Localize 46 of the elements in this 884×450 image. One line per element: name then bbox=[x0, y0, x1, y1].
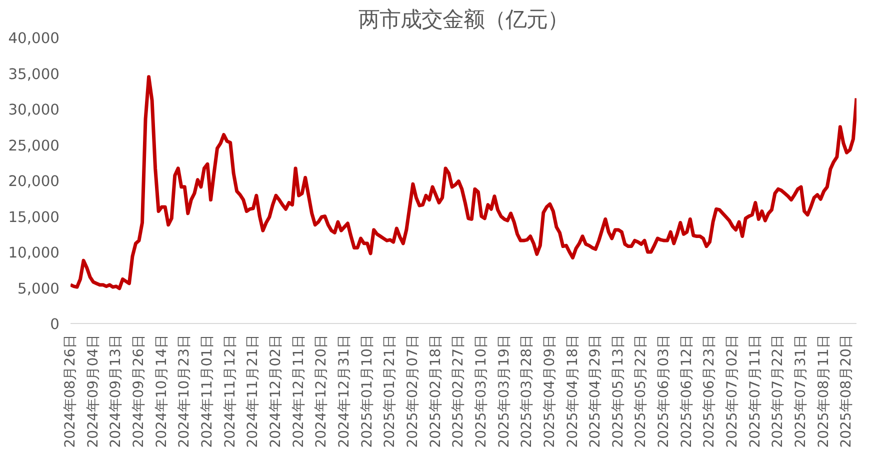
x-tick-label: 2025年05月22日 bbox=[633, 334, 650, 448]
chart-title: 两市成交金额（亿元） bbox=[358, 8, 568, 32]
x-tick-label: 2025年07月02日 bbox=[724, 334, 741, 448]
y-tick-label: 10,000 bbox=[8, 244, 60, 262]
y-tick-label: 40,000 bbox=[8, 30, 60, 47]
y-tick-label: 15,000 bbox=[8, 208, 60, 226]
x-tick-label: 2024年10月14日 bbox=[154, 334, 170, 448]
line-series bbox=[70, 75, 856, 290]
x-tick-label: 2025年02月27日 bbox=[450, 334, 467, 448]
x-tick-label: 2024年11月12日 bbox=[222, 334, 238, 448]
x-tick-label: 2025年07月22日 bbox=[770, 334, 786, 448]
x-tick-label: 2025年03月10日 bbox=[473, 334, 490, 448]
x-tick-label: 2025年06月12日 bbox=[678, 334, 695, 448]
x-tick-label: 2024年09月04日 bbox=[85, 334, 102, 448]
x-tick-label: 2024年11月01日 bbox=[199, 334, 216, 448]
x-tick-label: 2024年12月02日 bbox=[268, 334, 284, 448]
x-tick-label: 2025年05月13日 bbox=[610, 334, 626, 448]
x-tick-label: 2025年02月18日 bbox=[428, 334, 444, 448]
x-tick-label: 2024年12月20日 bbox=[314, 334, 330, 448]
x-tick-label: 2025年03月19日 bbox=[496, 334, 512, 448]
y-tick-label: 35,000 bbox=[8, 66, 60, 83]
x-tick-label: 2025年06月03日 bbox=[656, 334, 672, 448]
x-tick-label: 2025年04月18日 bbox=[564, 334, 581, 448]
y-tick-label: 30,000 bbox=[8, 102, 60, 118]
x-tick-label: 2024年11月21日 bbox=[245, 334, 262, 448]
y-tick-label: 0 bbox=[50, 316, 60, 333]
x-tick-label: 2025年08月20日 bbox=[838, 334, 855, 448]
x-tick-label: 2025年01月10日 bbox=[359, 334, 376, 448]
x-tick-label: 2025年01月21日 bbox=[382, 334, 398, 448]
x-tick-label: 2024年09月13日 bbox=[108, 334, 124, 448]
x-tick-label: 2025年08月11日 bbox=[816, 334, 832, 448]
x-tick-label: 2025年04月09日 bbox=[542, 334, 558, 448]
y-tick-label: 20,000 bbox=[8, 173, 60, 190]
x-tick-label: 2024年12月31日 bbox=[336, 334, 352, 448]
x-tick-label: 2025年04月29日 bbox=[588, 334, 604, 448]
x-tick-label: 2024年08月26日 bbox=[62, 334, 78, 448]
x-tick-label: 2024年09月26日 bbox=[130, 334, 147, 448]
y-tick-label: 5,000 bbox=[18, 280, 60, 298]
x-tick-label: 2025年07月11日 bbox=[747, 334, 764, 448]
x-tick-label: 2025年02月07日 bbox=[404, 334, 421, 448]
x-tick-label: 2024年10月23日 bbox=[176, 334, 193, 448]
x-tick-label: 2025年07月31日 bbox=[793, 334, 810, 448]
x-tick-label: 2025年03月28日 bbox=[519, 334, 536, 448]
x-tick-label: 2024年12月11日 bbox=[290, 334, 307, 448]
x-tick-label: 2025年06月23日 bbox=[702, 334, 718, 448]
y-tick-label: 25,000 bbox=[8, 137, 60, 154]
